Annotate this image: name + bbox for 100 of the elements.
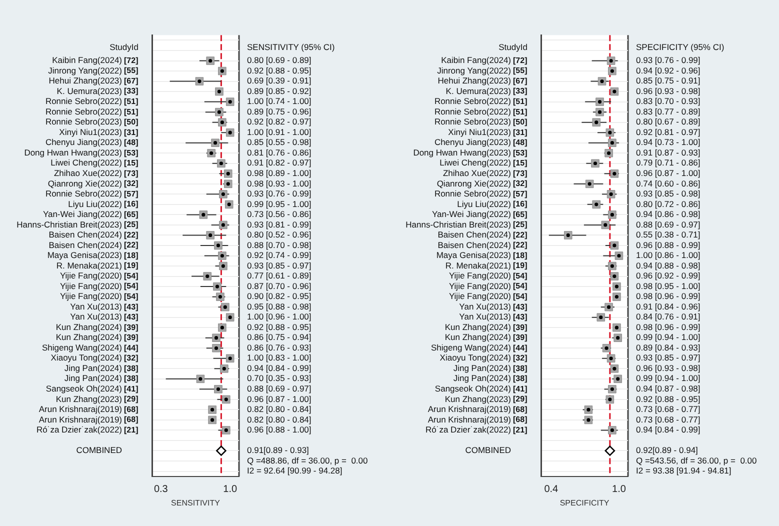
y-tick-label: Jinrong Yang(2022) (48, 65, 122, 76)
y-tick-label: Chenyu Jiang(2023) (434, 137, 512, 148)
y2-tick-label: [41] (513, 384, 528, 394)
y2-tick-label: [39] (513, 333, 528, 342)
data-label: 0.99 [0.95 - 1.00] (247, 198, 312, 209)
y2-tick-label: [54] (124, 282, 139, 291)
y2-tick-label: [53] (513, 148, 528, 158)
data-label: 0.80 [0.69 - 0.89] (247, 55, 312, 66)
y-tick-label: Kun Zhang(2023) (444, 394, 512, 404)
y2-tick-label: [54] (124, 271, 139, 280)
x-tick-label: 1.0 (223, 484, 238, 496)
data-label: 0.96 [0.88 - 0.99] (636, 240, 700, 250)
y2-tick-label: [50] (124, 118, 139, 127)
y2-tick-label: [68] (124, 404, 139, 414)
y2-tick-label: [15] (124, 158, 139, 168)
data-label: 0.55 [0.38 - 0.71] (636, 230, 700, 240)
data-label: 0.98 [0.89 - 1.00] (247, 168, 312, 178)
data-label: 0.80 [0.52 - 0.96] (247, 230, 312, 240)
y-tick-label: Yan-Wei Jiang(2022) (42, 209, 122, 220)
y-tick-label: Shigeng Wang(2024) (42, 342, 122, 352)
y-tick-label: Arun Krishnaraj(2019) (428, 404, 512, 414)
data-label: 0.86 [0.75 - 0.94] (247, 332, 312, 342)
y-tick-label: Arun Krishnaraj(2019) (38, 404, 122, 414)
data-label: 1.00 [0.74 - 1.00] (247, 96, 312, 106)
y-tick-label: Yijie Fang(2020) (60, 270, 122, 281)
data-label: 0.94 [0.73 - 1.00] (636, 137, 700, 148)
y-tick-label: Xiaoyu Tong(2024) (50, 352, 122, 363)
data-label: 0.95 [0.88 - 0.98] (247, 301, 312, 312)
data-label: 0.96 [0.93 - 0.98] (636, 86, 700, 96)
y-tick-label: Ronnie Sebro(2022) (45, 188, 122, 199)
y-tick-label: Jing Pan(2024) (64, 362, 122, 373)
text: Q =488.86, df = 36.00, p = 0.00 (247, 455, 368, 466)
y2-tick-label: [25] (513, 220, 528, 230)
y2-tick-label: [19] (513, 261, 528, 270)
y-tick-label: Yijie Fang(2020) (448, 280, 512, 291)
data-label: 0.96 [0.93 - 0.98] (636, 362, 700, 373)
data-label: 0.73 [0.56 - 0.86] (247, 209, 312, 220)
y-tick-label: Yan Xu(2013) (70, 301, 122, 312)
data-label: 0.87 [0.70 - 0.96] (247, 280, 312, 291)
y-tick-label: Liyu Liu(2022) (457, 198, 512, 209)
data-label: 0.94 [0.92 - 0.96] (636, 65, 700, 76)
y-tick-label: Arun Krishnaraj(2019) (428, 414, 512, 424)
x-axis-title: SPECIFICITY (560, 498, 610, 508)
y2-tick-label: [51] (513, 97, 528, 106)
data-label: 0.73 [0.68 - 0.77] (636, 404, 700, 414)
y2-tick-label: [29] (124, 394, 139, 404)
y-tick-label: Baisen Chen(2024) (438, 240, 512, 250)
y2-tick-label: [22] (124, 240, 139, 250)
text: StudyId (110, 42, 139, 52)
y-tick-label: Xinyi Niu1(2023) (448, 126, 512, 137)
y2-tick-label: [21] (513, 425, 528, 434)
y2-tick-label: [21] (124, 425, 139, 434)
y-tick-label: Yijie Fang(2020) (60, 280, 122, 291)
y-tick-label: Zhihao Xue(2022) (442, 168, 512, 178)
y2-tick-label: [44] (513, 343, 528, 352)
y-tick-label: Ronnie Sebro(2022) (434, 188, 512, 199)
data-label: 0.92 [0.82 - 0.97] (247, 116, 312, 127)
y-tick-label: Jing Pan(2024) (453, 362, 512, 373)
data-label: 0.99 [0.94 - 1.00] (636, 332, 700, 342)
y2-tick-label: [72] (513, 56, 528, 65)
data-label: 1.00 [0.86 - 1.00] (636, 250, 700, 260)
y-tick-label: Zhihao Xue(2022) (54, 168, 122, 178)
data-label: 1.00 [0.96 - 1.00] (247, 312, 312, 322)
y2-tick-label: [32] (124, 354, 139, 363)
y2-tick-label: [67] (513, 76, 528, 86)
y2-tick-label: [68] (513, 404, 528, 414)
text: StudyId (498, 42, 528, 52)
data-label: 0.70 [0.35 - 0.93] (247, 373, 312, 384)
data-label: 0.80 [0.72 - 0.86] (636, 198, 700, 209)
text: SPECIFICITY (95% CI) (636, 42, 724, 52)
y-tick-label: Baisen Chen(2024) (438, 230, 512, 240)
y2-tick-label: [38] (513, 364, 528, 373)
y2-tick-label: [68] (124, 415, 139, 424)
y2-tick-label: [29] (513, 394, 528, 404)
y2-tick-label: [55] (513, 66, 528, 76)
data-label: 0.96 [0.88 - 1.00] (247, 424, 312, 435)
data-label: 0.93 [0.85 - 0.97] (636, 352, 700, 363)
y-tick-label: K. Uemura(2023) (446, 86, 512, 96)
y-tick-label: Liwei Cheng(2022) (440, 158, 512, 168)
y2-tick-label: [54] (513, 282, 528, 291)
y2-tick-label: [18] (513, 250, 528, 260)
y-tick-label: Baisen Chen(2024) (48, 230, 122, 240)
data-label: 0.90 [0.82 - 0.95] (247, 291, 312, 302)
y-tick-label: Yijie Fang(2020) (448, 291, 512, 302)
y-tick-label: Liyu Liu(2022) (68, 198, 122, 209)
y2-tick-label: [18] (124, 250, 139, 260)
y-tick-label: Baisen Chen(2024) (48, 240, 122, 250)
y-tick-label: Yan-Wei Jiang(2022) (432, 209, 512, 220)
data-label: 0.69 [0.39 - 0.91] (247, 76, 312, 86)
y2-tick-label: [16] (513, 200, 528, 209)
data-label: 0.98 [0.95 - 1.00] (636, 280, 700, 291)
y2-tick-label: [41] (124, 384, 139, 394)
data-label: 0.92 [0.88 - 0.95] (247, 322, 312, 332)
y-tick-label: Qianrong Xie(2022) (436, 178, 512, 188)
y2-tick-label: [57] (124, 189, 139, 198)
y-tick-label: Yan Xu(2013) (70, 312, 122, 322)
y-tick-label: R. Menaka(2021) (445, 260, 512, 270)
y2-tick-label: [57] (513, 189, 528, 198)
y-tick-label: Hanns-Christian Breit(2023) (16, 219, 122, 230)
y2-tick-label: [72] (124, 56, 139, 65)
